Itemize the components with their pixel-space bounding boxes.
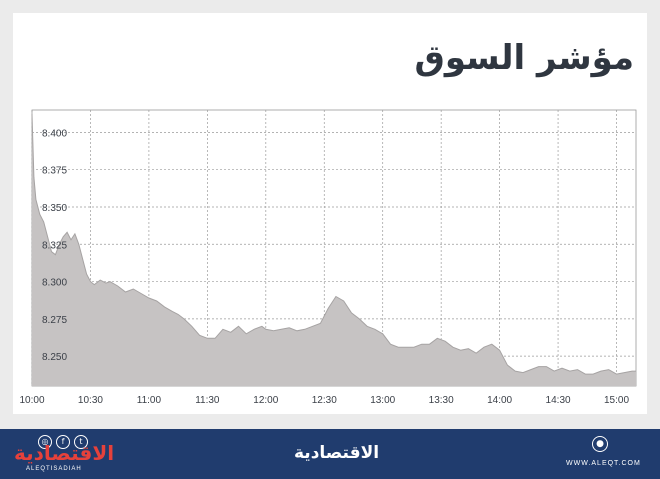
series-line — [31, 114, 636, 375]
x-tick-label: 12:00 — [253, 395, 278, 406]
y-tick-label: 8.375 — [42, 166, 67, 177]
y-axis-ticks: 8.250 8.275 8.300 8.325 8.350 8.375 8.400 — [42, 128, 67, 363]
x-tick-label: 12:30 — [312, 395, 337, 406]
brand-logo-center: الاقتصادية — [294, 443, 380, 463]
y-tick-label: 8.350 — [42, 203, 67, 214]
y-tick-label: 8.250 — [42, 352, 67, 363]
x-tick-label: 13:30 — [429, 395, 454, 406]
x-tick-label: 14:30 — [546, 395, 571, 406]
y-tick-label: 8.275 — [42, 315, 67, 326]
x-tick-label: 13:00 — [370, 395, 395, 406]
series-area-fill — [32, 114, 636, 386]
twitter-icon[interactable]: t — [74, 435, 88, 449]
brand-logo-left: الاقتصادية — [14, 441, 115, 465]
footer-bar: ◎ f t الاقتصادية ALEQTISADIAH الاقتصادية… — [0, 429, 660, 479]
website-url[interactable]: WWW.ALEQT.COM — [566, 460, 641, 467]
social-icons: ◎ f t — [38, 435, 88, 449]
brand-logo-sub: ALEQTISADIAH — [26, 466, 82, 472]
y-tick-label: 8.325 — [42, 240, 67, 251]
x-tick-label: 10:30 — [78, 395, 103, 406]
x-tick-label: 14:00 — [487, 395, 512, 406]
chart-title: مؤشر السوق — [414, 38, 634, 78]
x-tick-label: 11:00 — [137, 395, 162, 406]
instagram-icon[interactable]: ◎ — [38, 435, 52, 449]
facebook-icon[interactable]: f — [56, 435, 70, 449]
chart-area: 8.250 8.275 8.300 8.325 8.350 8.375 8.400 10:0… — [19, 109, 637, 406]
website-globe-icon: ● — [592, 436, 608, 452]
x-axis-ticks: 10:00 10:30 11:00 11:30 12:00 12:30 13:00 13:30… — [19, 395, 629, 406]
y-tick-label: 8.300 — [42, 278, 67, 289]
x-tick-label: 11:30 — [195, 395, 220, 406]
y-tick-label: 8.400 — [42, 128, 67, 139]
x-tick-label: 15:00 — [604, 395, 629, 406]
series-area — [31, 114, 636, 386]
x-tick-label: 10:00 — [19, 395, 44, 406]
